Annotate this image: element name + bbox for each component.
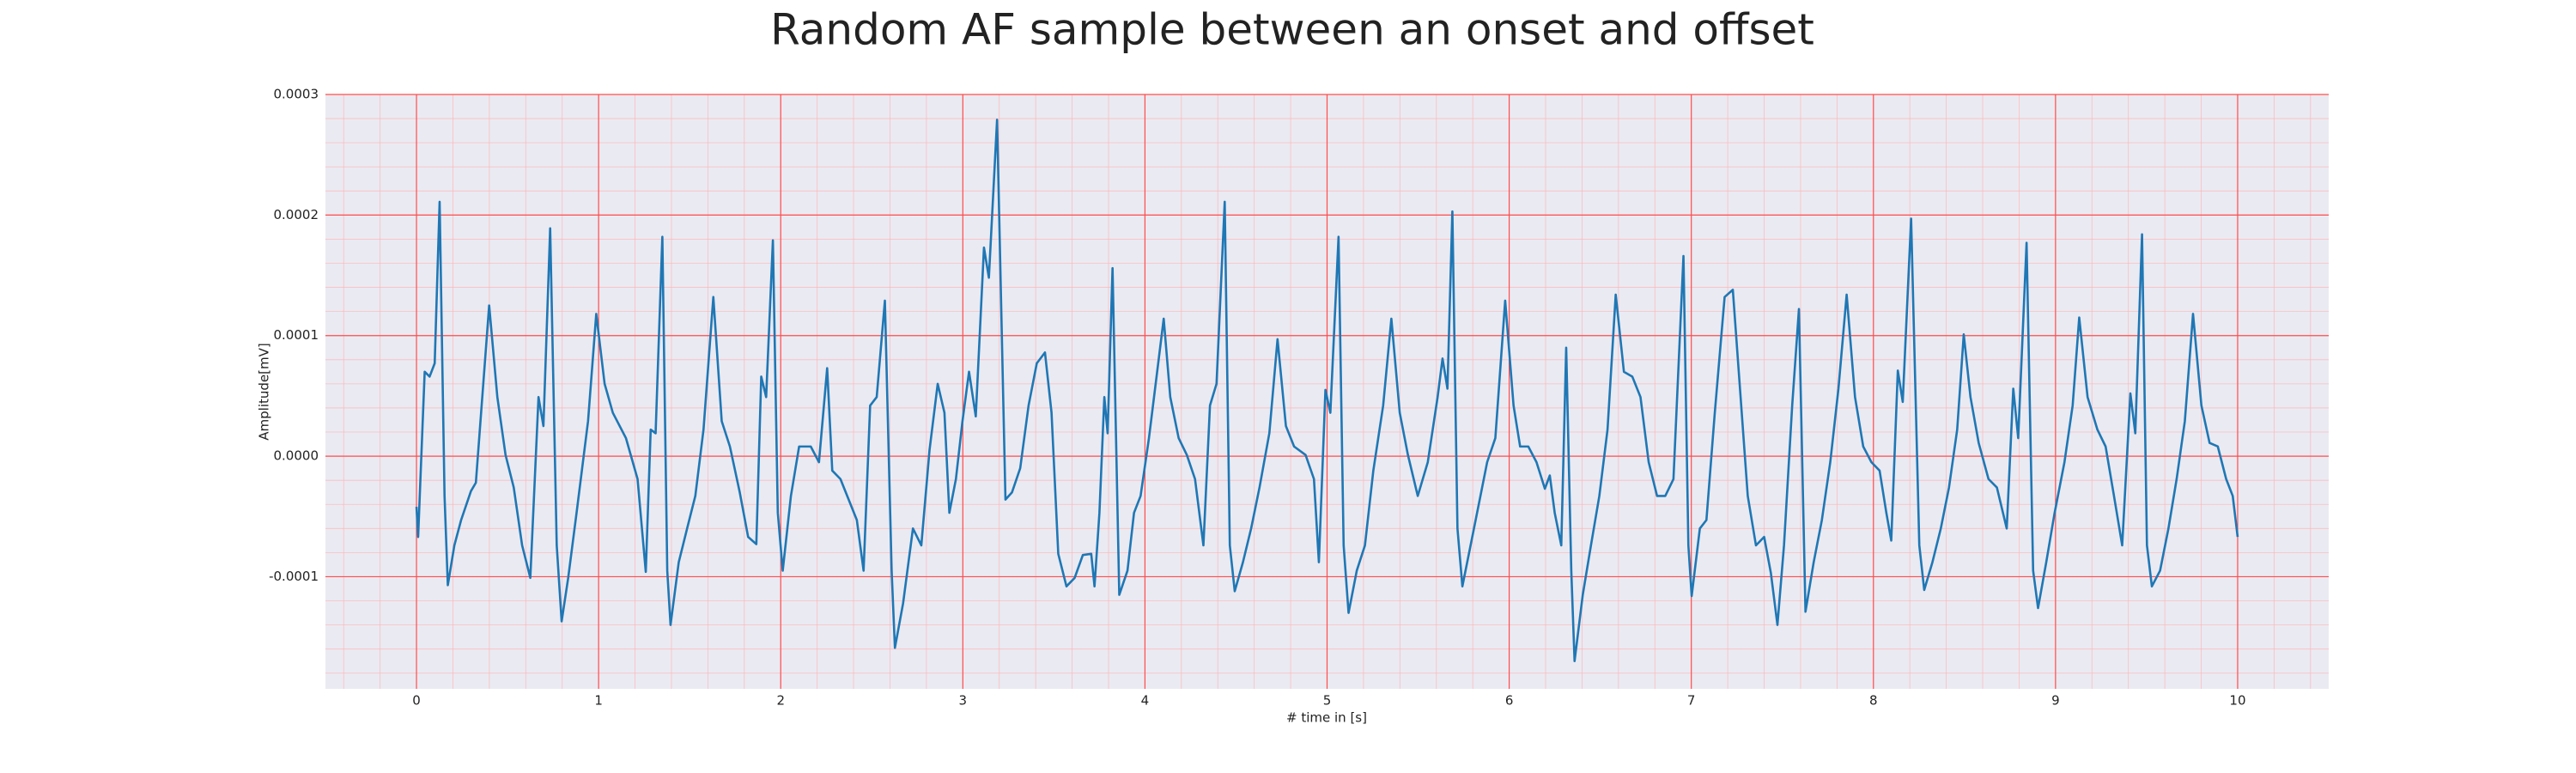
y-tick-label: 0.0001: [274, 327, 319, 343]
x-tick-label: 9: [2051, 693, 2060, 709]
chart-title: Random AF sample between an onset and of…: [770, 5, 1814, 55]
x-axis-label: # time in [s]: [1286, 710, 1367, 726]
x-tick-label: 8: [1869, 693, 1878, 709]
y-tick-label: 0.0002: [274, 207, 319, 222]
x-tick-label: 1: [594, 693, 603, 709]
y-tick-label: -0.0001: [269, 569, 319, 584]
x-tick-label: 6: [1505, 693, 1514, 709]
y-axis-label: Amplitude[mV]: [257, 343, 272, 440]
x-tick-label: 10: [2229, 693, 2245, 709]
x-tick-label: 3: [959, 693, 968, 709]
x-tick-label: 7: [1687, 693, 1696, 709]
signal-line: [415, 119, 2239, 663]
data-layer: [415, 119, 2239, 663]
y-tick-label: 0.0003: [274, 87, 319, 102]
x-tick-label: 0: [412, 693, 421, 709]
y-tick-label: 0.0000: [274, 448, 319, 464]
x-tick-label: 5: [1323, 693, 1332, 709]
x-tick-label: 4: [1141, 693, 1150, 709]
x-tick-label: 2: [776, 693, 785, 709]
